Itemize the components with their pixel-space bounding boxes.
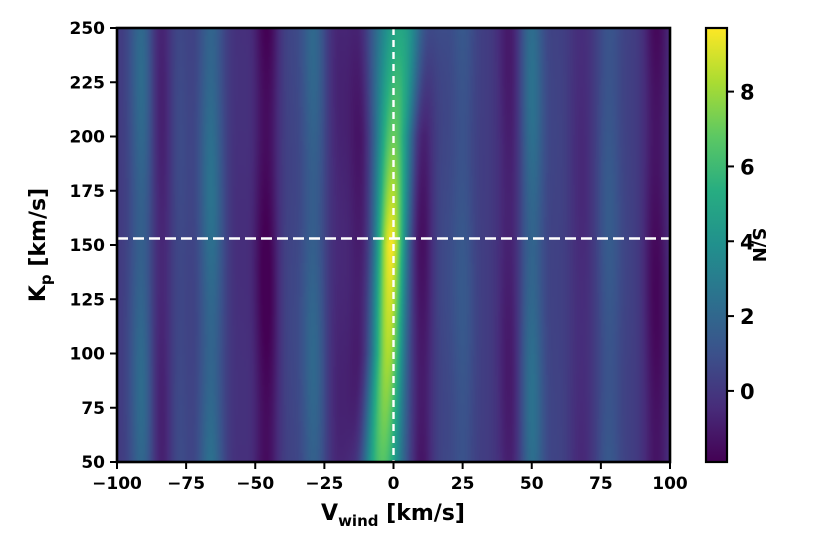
y-axis-title: Kp [km/s] [26,188,55,302]
colorbar: 0 2 4 6 8 S/N [704,26,769,464]
x-tick-label: −75 [167,474,205,494]
x-tick-label: 100 [652,474,688,494]
y-tick-label: 175 [70,182,106,202]
colorbar-gradient [704,26,729,464]
y-tick-label: 125 [70,290,106,310]
colorbar-tick-label: 0 [740,380,755,404]
x-tick-label: 50 [520,474,544,494]
x-tick-label: 75 [589,474,613,494]
x-tick-label: 0 [388,474,400,494]
y-tick-label: 75 [81,399,105,419]
y-tick-label: 100 [70,345,106,365]
x-tick-label: −25 [305,474,343,494]
y-axis-ticks: 50 75 100 125 150 175 200 225 250 [70,19,117,473]
colorbar-title: S/N [748,228,769,263]
y-tick-label: 50 [81,453,105,473]
x-tick-label: −50 [236,474,274,494]
x-tick-label: −100 [92,474,142,494]
x-axis-title: Vwind [km/s] [321,501,465,530]
y-tick-label: 225 [70,73,106,93]
colorbar-tick-label: 4 [740,230,755,254]
y-tick-label: 150 [70,236,106,256]
colorbar-tick-label: 2 [740,305,755,329]
y-tick-label: 250 [70,19,106,39]
x-tick-label: 25 [451,474,475,494]
colorbar-ticks: 0 2 4 6 8 [727,81,755,404]
colorbar-tick-label: 6 [740,155,755,179]
x-axis-ticks: −100 −75 −50 −25 0 25 50 75 100 [92,462,688,494]
colorbar-tick-label: 8 [740,81,755,105]
y-tick-label: 200 [70,128,106,148]
